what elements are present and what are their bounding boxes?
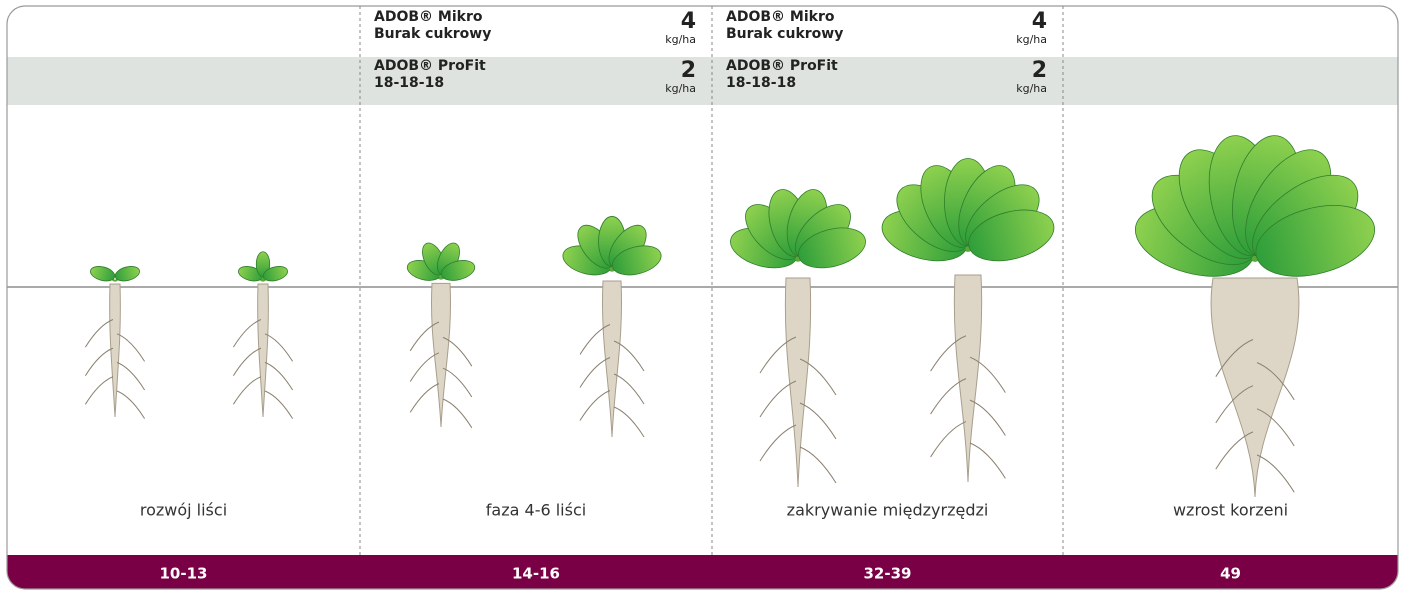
stage-code: 14-16 (512, 565, 560, 583)
fine-root (265, 334, 293, 362)
fine-root (265, 391, 293, 419)
fine-root (1257, 455, 1294, 492)
product-dose: 4 (1032, 9, 1047, 34)
product-dose: 2 (1032, 58, 1047, 83)
fine-root (580, 391, 610, 421)
product-unit: kg/ha (1016, 33, 1047, 46)
stage-code: 49 (1220, 565, 1241, 583)
growth-label: wzrost korzeni (1173, 501, 1288, 520)
fine-root (443, 368, 472, 397)
product-variant: 18-18-18 (726, 75, 796, 91)
fine-root (117, 334, 145, 362)
fine-root (233, 320, 261, 348)
plant-illustration (560, 216, 665, 437)
fine-root (931, 422, 966, 457)
product-name: ADOB® ProFit (726, 58, 838, 74)
fine-root (265, 362, 293, 390)
product-variant: Burak cukrowy (374, 26, 491, 42)
product-variant: 18-18-18 (374, 75, 444, 91)
stage-code: 32-39 (864, 565, 912, 583)
root (110, 284, 121, 417)
plant-illustration (405, 240, 477, 428)
product-band (7, 57, 1398, 105)
product-unit: kg/ha (1016, 82, 1047, 95)
fine-root (970, 400, 1005, 435)
product-name: ADOB® Mikro (726, 9, 835, 25)
plant-illustration (1127, 130, 1382, 497)
stage-code: 10-13 (160, 565, 208, 583)
fine-root (117, 391, 145, 419)
fine-root (614, 407, 644, 437)
fine-root (800, 403, 836, 439)
root (602, 281, 621, 437)
product-dose: 4 (681, 9, 696, 34)
fine-root (800, 447, 836, 483)
fine-root (760, 425, 796, 461)
fine-root (410, 384, 439, 413)
product-unit: kg/ha (665, 33, 696, 46)
growth-label: zakrywanie międzyrzędzi (787, 501, 989, 520)
fine-root (970, 443, 1005, 478)
fine-root (233, 348, 261, 376)
root (954, 275, 981, 482)
plant-illustration (233, 252, 292, 419)
root (258, 284, 269, 417)
growth-label: faza 4-6 liści (486, 501, 586, 520)
fine-root (85, 377, 113, 405)
product-dose: 2 (681, 58, 696, 83)
product-unit: kg/ha (665, 82, 696, 95)
fine-root (233, 377, 261, 405)
fine-root (614, 374, 644, 404)
plant-illustration (876, 157, 1059, 482)
growth-label: rozwój liści (140, 501, 227, 520)
fine-root (85, 320, 113, 348)
root (785, 278, 810, 487)
product-name: ADOB® Mikro (374, 9, 483, 25)
product-name: ADOB® ProFit (374, 58, 486, 74)
fine-root (443, 399, 472, 428)
page: {"columns": [ {"stage": "10-13", "label"… (0, 0, 1405, 591)
growth-chart: rozwój liści 10-13 faza 4-6 liści 14-16 ADOB… (0, 0, 1405, 591)
plant-illustration (726, 185, 870, 487)
fine-root (117, 362, 145, 390)
stage-bar (7, 555, 1398, 591)
fine-root (85, 348, 113, 376)
product-variant: Burak cukrowy (726, 26, 843, 42)
